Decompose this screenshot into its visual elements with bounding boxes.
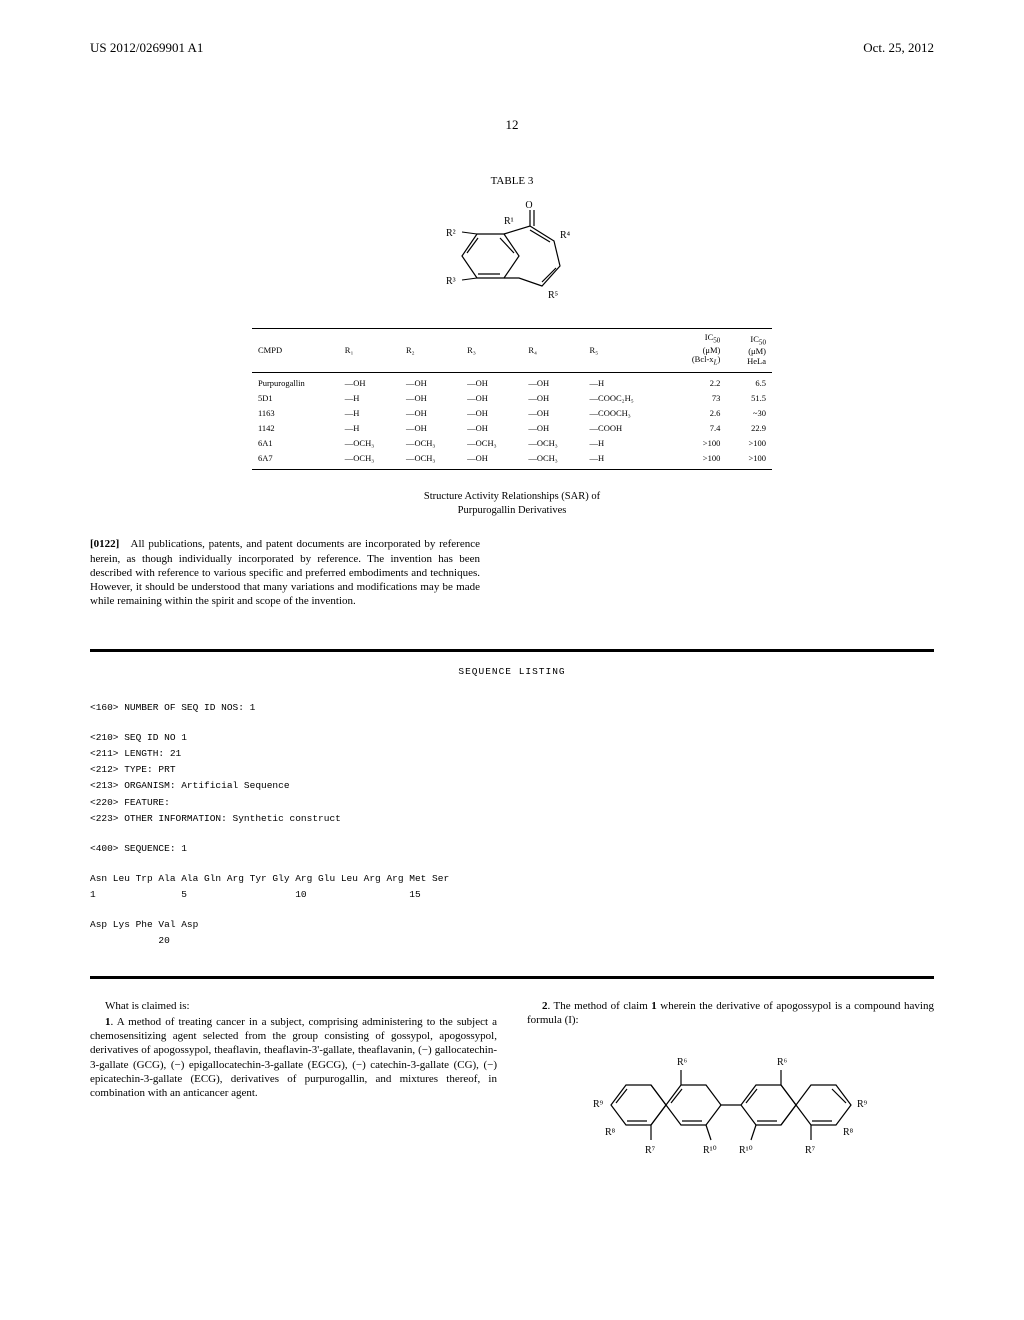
- molecule-structure: O R¹ R² R³ R⁴ R⁵: [252, 196, 772, 320]
- sar-caption: Structure Activity Relationships (SAR) o…: [312, 490, 712, 517]
- col-r2: R₂: [400, 329, 461, 372]
- paragraph-0122: [0122] All publications, patents, and pa…: [90, 537, 480, 608]
- sequence-listing: SEQUENCE LISTING <160> NUMBER OF SEQ ID …: [90, 649, 934, 979]
- molecule-formula-I: R⁶ R⁶ R⁹ R⁹ R⁸ R⁸ R⁷ R⁷ R¹⁰ R¹⁰: [527, 1035, 934, 1169]
- doc-id: US 2012/0269901 A1: [90, 40, 203, 57]
- label-R5: R⁵: [548, 290, 558, 301]
- label-R3: R³: [446, 276, 456, 287]
- para-num: [0122]: [90, 538, 119, 550]
- m2-R10a: R¹⁰: [703, 1145, 717, 1156]
- claim-1: 1. A method of treating cancer in a subj…: [90, 1015, 497, 1101]
- seq-212: <212> TYPE: PRT: [90, 762, 934, 778]
- m2-R9b: R⁹: [857, 1099, 868, 1110]
- claims-heading: What is claimed is:: [90, 999, 497, 1013]
- table-row: 1142—H—OH—OH—OH—COOH7.422.9: [252, 421, 772, 436]
- table-row: 6A1—OCH₃—OCH₃—OCH₃—OCH₃—H>100>100: [252, 436, 772, 451]
- claims: What is claimed is: 1. A method of treat…: [90, 999, 934, 1170]
- m2-R6a: R⁶: [677, 1057, 688, 1068]
- label-R2: R²: [446, 228, 456, 239]
- seq-211: <211> LENGTH: 21: [90, 746, 934, 762]
- seq-223: <223> OTHER INFORMATION: Synthetic const…: [90, 811, 934, 827]
- col-r1: R₁: [339, 329, 400, 372]
- m2-R8a: R⁸: [605, 1127, 616, 1138]
- para-text: All publications, patents, and patent do…: [90, 538, 480, 607]
- seq-row2: Asp Lys Phe Val Asp: [90, 917, 934, 933]
- col-ic50-bcl: IC50(μM)(Bcl-xL): [667, 329, 727, 372]
- doc-date: Oct. 25, 2012: [863, 40, 934, 57]
- claim-2: 2. The method of claim 1 wherein the der…: [527, 999, 934, 1028]
- sar-table: CMPD R₁ R₂ R₃ R₄ R₅ IC50(μM)(Bcl-xL) IC5…: [252, 328, 772, 470]
- label-R1: R¹: [504, 216, 514, 227]
- seq-400: <400> SEQUENCE: 1: [90, 841, 934, 857]
- m2-R10b: R¹⁰: [739, 1145, 753, 1156]
- col-r4: R₄: [522, 329, 583, 372]
- m2-R9a: R⁹: [593, 1099, 604, 1110]
- m2-R7b: R⁷: [805, 1145, 816, 1156]
- col-r3: R₃: [461, 329, 522, 372]
- table-3: TABLE 3 O R¹ R² R³: [252, 174, 772, 470]
- seq-num2: 20: [90, 933, 934, 949]
- label-O: O: [525, 200, 532, 211]
- claim2-text: . The method of claim: [548, 1000, 652, 1012]
- table-row: Purpurogallin—OH—OH—OH—OH—H2.26.5: [252, 372, 772, 391]
- m2-R7a: R⁷: [645, 1145, 656, 1156]
- claims-right-col: 2. The method of claim 1 wherein the der…: [527, 999, 934, 1170]
- col-cmpd: CMPD: [252, 329, 339, 372]
- seq-title: SEQUENCE LISTING: [90, 664, 934, 680]
- seq-220: <220> FEATURE:: [90, 795, 934, 811]
- document-header: US 2012/0269901 A1 Oct. 25, 2012: [90, 40, 934, 57]
- table-row: 1163—H—OH—OH—OH—COOCH₃2.6~30: [252, 406, 772, 421]
- table-row: 6A7—OCH₃—OCH₃—OH—OCH₃—H>100>100: [252, 451, 772, 470]
- seq-160: <160> NUMBER OF SEQ ID NOS: 1: [90, 700, 934, 716]
- seq-210: <210> SEQ ID NO 1: [90, 730, 934, 746]
- table-row: 5D1—H—OH—OH—OH—COOC₂H₅7351.5: [252, 391, 772, 406]
- label-R4: R⁴: [560, 230, 571, 241]
- claim1-text: . A method of treating cancer in a subje…: [90, 1016, 497, 1099]
- page-number: 12: [90, 117, 934, 134]
- table-title: TABLE 3: [252, 174, 772, 188]
- claims-left-col: What is claimed is: 1. A method of treat…: [90, 999, 497, 1170]
- seq-row1: Asn Leu Trp Ala Ala Gln Arg Tyr Gly Arg …: [90, 871, 934, 887]
- m2-R8b: R⁸: [843, 1127, 854, 1138]
- seq-213: <213> ORGANISM: Artificial Sequence: [90, 778, 934, 794]
- seq-num1: 1 5 10 15: [90, 887, 934, 903]
- col-r5: R₅: [584, 329, 667, 372]
- col-ic50-hela: IC50(μM)HeLa: [726, 329, 772, 372]
- m2-R6b: R⁶: [777, 1057, 788, 1068]
